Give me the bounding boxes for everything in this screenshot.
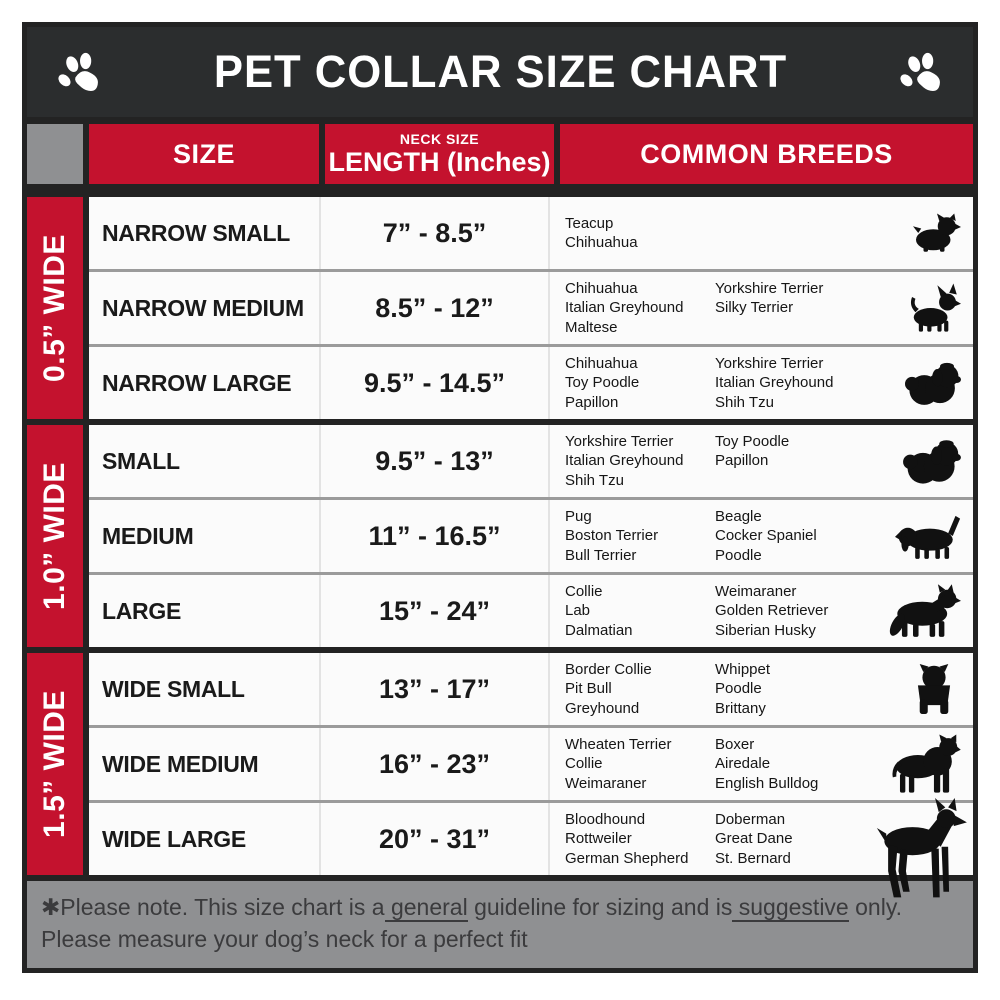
breeds-list: Bloodhound Rottweiler German Shepherd (565, 811, 689, 867)
breeds-list: Doberman Great Dane St. Bernard (715, 811, 793, 867)
neck-length-cell: 9.5” - 14.5” (319, 347, 548, 419)
neck-length-cell: 7” - 8.5” (319, 197, 548, 269)
page-title: PET COLLAR SIZE CHART (213, 46, 787, 97)
group-rows: NARROW SMALL 7” - 8.5” Teacup Chihuahua (89, 197, 973, 419)
size-cell: WIDE MEDIUM (102, 750, 259, 777)
size-cell: NARROW MEDIUM (102, 294, 304, 321)
column-header-size: SIZE (89, 124, 319, 184)
table-row-wide-small: WIDE SMALL 13” - 17” Border Collie Pit B… (89, 653, 973, 725)
width-group-1-0: 1.0” WIDE SMALL 9.5” - 13” Yorkshire Ter… (27, 425, 973, 647)
footer-underlined-word: suggestive (732, 894, 849, 922)
table-row-small: SMALL 9.5” - 13” Yorkshire Terrier Itali… (89, 425, 973, 497)
table-row-large: LARGE 15” - 24” Collie Lab Dalmatian Wei… (89, 572, 973, 647)
breeds-cell: Wheaten Terrier Collie Weimaraner Boxer … (548, 728, 973, 800)
shih-tzu-icon (903, 438, 961, 485)
width-rail-1-0: 1.0” WIDE (27, 425, 83, 647)
breeds-list: Pug Boston Terrier Bull Terrier (565, 508, 659, 564)
width-rail-1-5: 1.5” WIDE (27, 653, 83, 875)
width-group-1-5: 1.5” WIDE WIDE SMALL 13” - 17” Border Co… (27, 653, 973, 898)
pit-bull-icon (889, 734, 961, 794)
width-group-0-5: 0.5” WIDE NARROW SMALL 7” - 8.5” Teacup … (27, 197, 973, 419)
neck-length-cell: 16” - 23” (319, 728, 548, 800)
size-cell: WIDE LARGE (102, 825, 246, 852)
breeds-cell: Pug Boston Terrier Bull Terrier Beagle C… (548, 500, 973, 572)
german-shepherd-icon (889, 584, 961, 638)
width-rail-label: 1.5” WIDE (38, 690, 71, 838)
table-row-wide-large: WIDE LARGE 20” - 31” Bloodhound Rottweil… (89, 798, 973, 898)
width-rail-label: 1.0” WIDE (38, 462, 71, 610)
size-cell: NARROW SMALL (102, 219, 291, 246)
breeds-list: Yorkshire Terrier Italian Greyhound Shih… (715, 355, 834, 411)
chihuahua-icon (907, 283, 961, 333)
column-header-neck-size-label: NECK SIZE (399, 131, 480, 148)
breeds-cell: Yorkshire Terrier Italian Greyhound Shih… (548, 425, 973, 497)
breeds-list: Yorkshire Terrier Italian Greyhound Shih… (565, 433, 684, 489)
bulldog-front-icon (907, 664, 961, 714)
breeds-cell: Chihuahua Toy Poodle Papillon Yorkshire … (548, 347, 973, 419)
yorkshire-terrier-icon (913, 213, 961, 253)
neck-length-cell: 11” - 16.5” (319, 500, 548, 572)
table-row-narrow-large: NARROW LARGE 9.5” - 14.5” Chihuahua Toy … (89, 344, 973, 419)
breeds-cell: Teacup Chihuahua (548, 197, 973, 269)
breeds-list: Whippet Poodle Brittany (715, 661, 771, 717)
footer-text: only. (848, 894, 903, 920)
breeds-list: Teacup Chihuahua (565, 214, 638, 251)
footer-text: guideline for sizing and is (467, 894, 733, 920)
breeds-list: Wheaten Terrier Collie Weimaraner (565, 736, 672, 792)
breeds-cell: Border Collie Pit Bull Greyhound Whippet… (548, 653, 973, 725)
width-rail-0-5: 0.5” WIDE (27, 197, 83, 419)
shih-tzu-icon (905, 360, 961, 406)
breeds-cell: Chihuahua Italian Greyhound Maltese York… (548, 272, 973, 344)
breeds-list: Boxer Airedale English Bulldog (715, 736, 819, 792)
group-rows: WIDE SMALL 13” - 17” Border Collie Pit B… (89, 653, 973, 898)
breeds-list: Yorkshire Terrier Silky Terrier (715, 280, 824, 317)
size-cell: NARROW LARGE (102, 369, 292, 396)
title-bar: PET COLLAR SIZE CHART (27, 27, 973, 117)
width-rail-label: 0.5” WIDE (38, 234, 71, 382)
size-cell: MEDIUM (102, 522, 194, 549)
asterisk-mark: ✱ (41, 894, 61, 920)
breeds-list: Toy Poodle Papillon (715, 433, 790, 470)
size-cell: SMALL (102, 447, 180, 474)
size-cell: LARGE (102, 597, 182, 624)
footer-note-line1: ✱Please note. This size chart is a gener… (41, 892, 959, 924)
breeds-list: Chihuahua Toy Poodle Papillon (565, 355, 640, 411)
neck-length-cell: 8.5” - 12” (319, 272, 548, 344)
breeds-list: Chihuahua Italian Greyhound Maltese (565, 280, 684, 336)
footer-underlined-word: general (384, 894, 468, 922)
column-header-common-breeds: COMMON BREEDS (560, 124, 973, 184)
group-rows: SMALL 9.5” - 13” Yorkshire Terrier Itali… (89, 425, 973, 647)
rail-header-spacer (27, 124, 83, 184)
neck-length-cell: 15” - 24” (319, 575, 548, 647)
neck-length-cell: 13” - 17” (319, 653, 548, 725)
size-chart-panel: PET COLLAR SIZE CHART SIZE NECK SIZE LEN… (22, 22, 978, 974)
column-header-length-label: LENGTH (Inches) (328, 146, 551, 177)
paw-print-icon (51, 46, 107, 98)
table-row-narrow-small: NARROW SMALL 7” - 8.5” Teacup Chihuahua (89, 197, 973, 269)
table-header-row: SIZE NECK SIZE LENGTH (Inches) COMMON BR… (27, 117, 973, 191)
table-row-wide-medium: WIDE MEDIUM 16” - 23” Wheaten Terrier Co… (89, 725, 973, 800)
neck-length-cell: 20” - 31” (319, 803, 548, 875)
beagle-icon (895, 512, 961, 560)
breeds-list: Collie Lab Dalmatian (565, 583, 633, 639)
breeds-list: Border Collie Pit Bull Greyhound (565, 661, 652, 717)
breeds-list: Weimaraner Golden Retriever Siberian Hus… (715, 583, 829, 639)
breeds-cell: Bloodhound Rottweiler German Shepherd Do… (548, 798, 973, 898)
paw-print-icon (893, 46, 949, 98)
column-header-neck-length: NECK SIZE LENGTH (Inches) (325, 124, 554, 184)
table-row-medium: MEDIUM 11” - 16.5” Pug Boston Terrier Bu… (89, 497, 973, 572)
doberman-icon (873, 798, 967, 903)
neck-length-cell: 9.5” - 13” (319, 425, 548, 497)
footer-note-line2: Please measure your dog’s neck for a per… (41, 925, 528, 952)
size-cell: WIDE SMALL (102, 675, 245, 702)
table-row-narrow-medium: NARROW MEDIUM 8.5” - 12” Chihuahua Itali… (89, 269, 973, 344)
breeds-cell: Collie Lab Dalmatian Weimaraner Golden R… (548, 575, 973, 647)
footer-text: Please note. This size chart is a (60, 894, 385, 920)
footer-note: ✱Please note. This size chart is a gener… (27, 881, 973, 969)
breeds-list: Beagle Cocker Spaniel Poodle (715, 508, 817, 564)
